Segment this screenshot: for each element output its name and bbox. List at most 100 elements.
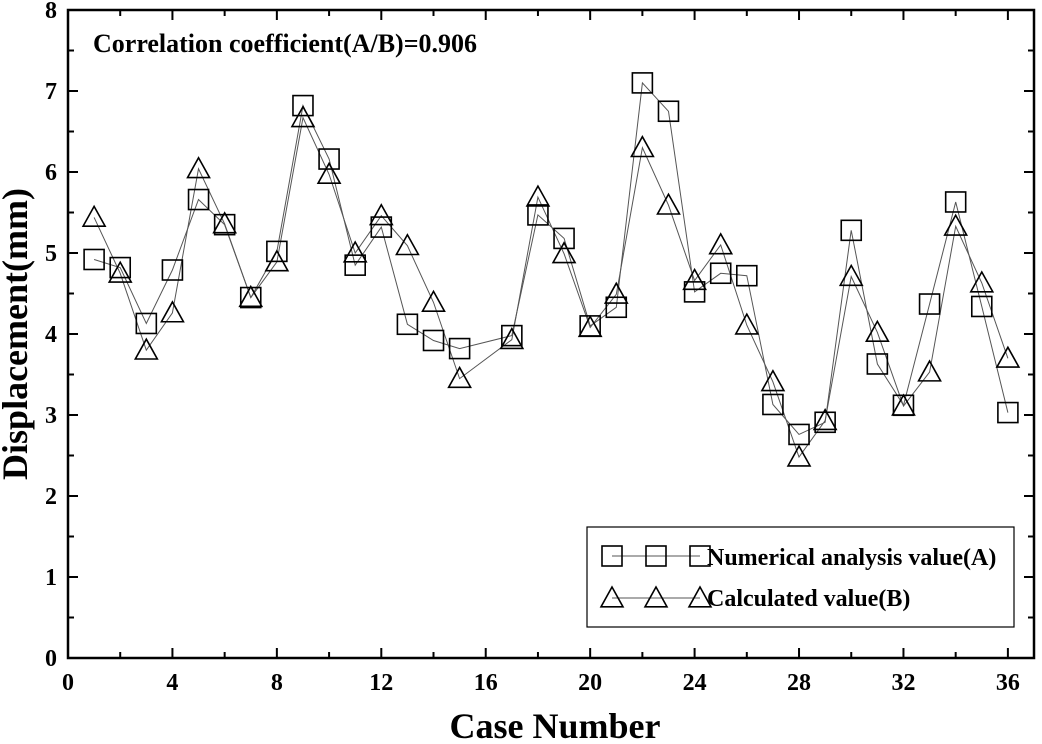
data-point-square <box>292 94 314 117</box>
y-axis-label: Displacement(mm) <box>0 188 35 480</box>
correlation-annotation: Correlation coefficient(A/B)=0.906 <box>93 29 477 58</box>
data-point-triangle <box>786 444 812 467</box>
data-point-square <box>553 227 575 250</box>
data-point-square <box>213 213 236 236</box>
y-tick-label: 0 <box>45 646 57 672</box>
data-point-triangle <box>81 204 107 227</box>
legend-marker-triangle <box>643 585 669 608</box>
axis-ticks <box>67 9 1034 659</box>
legend: Numerical analysis value(A) Calculated v… <box>586 526 1015 628</box>
data-point-triangle <box>342 240 368 263</box>
data-point-square <box>709 262 732 285</box>
data-point-square <box>631 72 654 94</box>
data-point-triangle <box>603 281 629 304</box>
data-point-square <box>762 393 784 416</box>
data-point-triangle <box>995 345 1021 368</box>
data-point-square <box>501 324 523 347</box>
data-point-square <box>840 219 863 242</box>
x-tick-label: 20 <box>578 670 602 696</box>
data-point-square <box>266 240 288 263</box>
data-point-triangle <box>160 300 185 323</box>
data-point-triangle <box>368 203 394 226</box>
y-tick-label: 4 <box>45 322 57 348</box>
data-point-triangle <box>943 213 969 236</box>
data-point-triangle <box>812 408 838 431</box>
y-tick-label: 1 <box>45 565 57 591</box>
x-tick-label: 24 <box>683 670 707 696</box>
data-point-square <box>161 259 184 281</box>
plot-content <box>81 72 1021 467</box>
data-point-square <box>736 264 758 287</box>
data-point-triangle <box>133 337 159 360</box>
series-line-2 <box>93 116 1009 459</box>
x-tick-label: 16 <box>474 670 498 696</box>
data-point-triangle <box>551 241 577 264</box>
data-point-square <box>109 256 132 279</box>
y-tick-label: 6 <box>45 160 57 186</box>
data-point-triangle <box>656 192 681 215</box>
data-point-square <box>370 216 393 238</box>
legend-markers <box>599 545 713 608</box>
data-point-square <box>657 100 680 123</box>
legend-marker-triangle <box>599 585 625 608</box>
data-point-triangle <box>760 369 786 392</box>
data-point-square <box>814 411 836 434</box>
data-point-square <box>396 313 419 336</box>
legend-marker-square <box>645 545 667 567</box>
data-point-square <box>135 312 158 335</box>
y-tick-label: 8 <box>45 0 57 24</box>
y-tick-label: 3 <box>45 403 57 429</box>
x-tick-label: 0 <box>62 670 74 696</box>
data-point-square <box>605 296 628 319</box>
data-point-square <box>970 295 993 318</box>
data-point-triangle <box>290 105 316 128</box>
data-point-square <box>187 188 210 211</box>
legend-marker-square <box>689 545 711 567</box>
legend-label-series-b: Calculated value(B) <box>707 586 910 612</box>
data-point-square <box>918 293 941 315</box>
data-point-square <box>944 191 967 213</box>
data-point-square <box>318 148 340 170</box>
legend-marker-triangle <box>687 585 713 608</box>
y-tick-label: 5 <box>45 241 57 267</box>
data-point-triangle <box>316 161 342 185</box>
data-point-triangle <box>264 249 290 272</box>
data-point-square <box>83 248 105 271</box>
data-point-square <box>527 204 549 226</box>
data-point-square <box>997 401 1019 424</box>
data-point-triangle <box>682 267 707 291</box>
data-point-triangle <box>891 393 916 416</box>
x-axis-label: Case Number <box>450 706 661 744</box>
data-point-triangle <box>630 135 655 158</box>
y-tick-label: 2 <box>45 484 57 510</box>
data-point-square <box>683 281 706 303</box>
data-point-triangle <box>186 156 211 179</box>
data-point-triangle <box>969 270 995 293</box>
data-point-triangle <box>577 314 603 338</box>
data-point-square <box>788 423 810 446</box>
data-point-triangle <box>864 319 890 342</box>
data-point-square <box>344 254 366 276</box>
legend-box <box>586 526 1015 628</box>
legend-marker-square <box>601 545 623 567</box>
data-point-triangle <box>499 327 525 350</box>
data-point-triangle <box>838 263 864 287</box>
data-point-square <box>448 337 471 360</box>
data-point-triangle <box>708 232 734 255</box>
data-point-square <box>422 329 445 352</box>
x-tick-label: 32 <box>891 670 915 696</box>
data-point-triangle <box>447 365 472 389</box>
data-point-triangle <box>238 284 264 308</box>
data-point-triangle <box>917 359 942 382</box>
data-point-square <box>866 353 889 375</box>
data-point-triangle <box>212 211 238 234</box>
data-point-triangle <box>421 289 446 313</box>
y-tick-label: 7 <box>45 79 57 105</box>
data-point-triangle <box>734 312 760 335</box>
x-tick-label: 4 <box>166 670 178 696</box>
data-point-triangle <box>525 184 551 207</box>
data-point-triangle <box>107 260 133 283</box>
